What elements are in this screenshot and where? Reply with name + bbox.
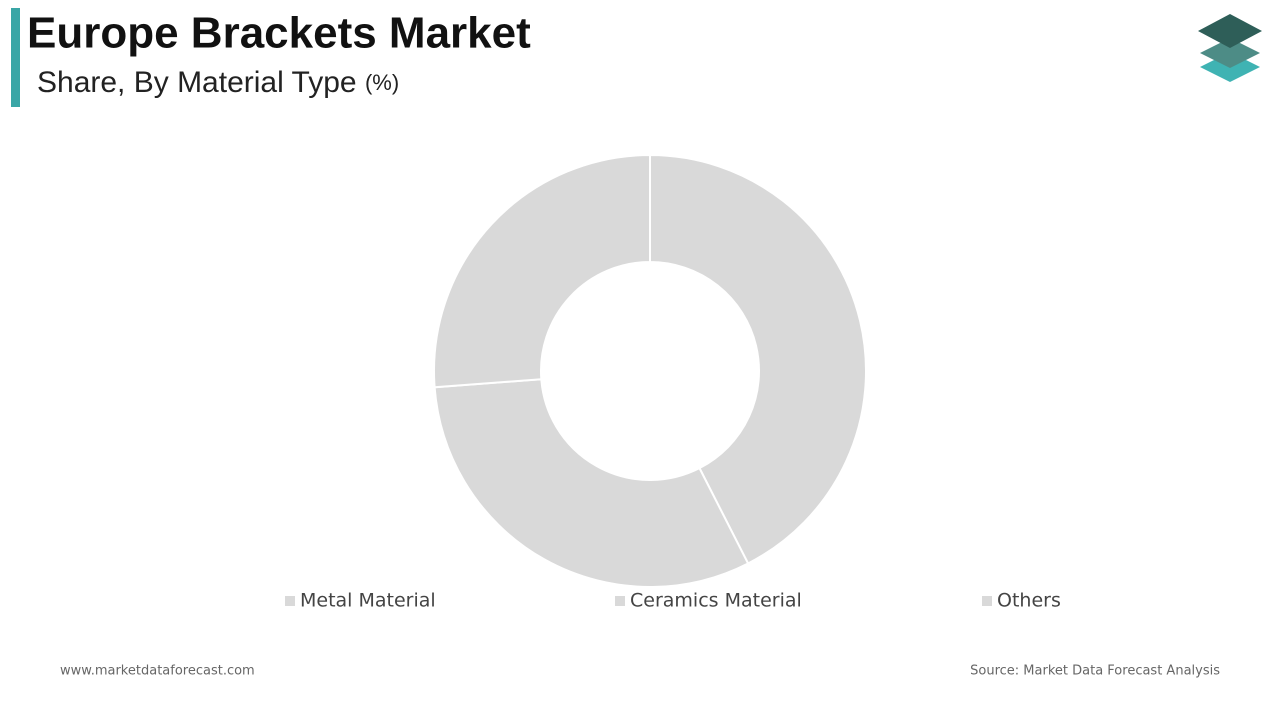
footer-source: Source: Market Data Forecast Analysis	[970, 664, 1220, 679]
donut-segment	[433, 378, 750, 588]
legend-label: Metal Material	[300, 590, 436, 612]
legend-marker	[982, 596, 992, 606]
donut-segment	[433, 153, 651, 389]
chart-subtitle: Share, By Material Type (%)	[37, 66, 399, 99]
title-accent	[11, 8, 20, 107]
legend-label: Others	[997, 590, 1061, 612]
logo	[1198, 14, 1262, 82]
donut	[433, 153, 867, 588]
donut-segment	[649, 153, 867, 565]
footer-website: www.marketdataforecast.com	[60, 664, 255, 679]
legend: Metal Material Ceramics Material Others	[285, 590, 1061, 612]
unit: (%)	[365, 70, 399, 95]
chart-title: Europe Brackets Market	[27, 9, 531, 58]
legend-marker	[615, 596, 625, 606]
subtitle-text: Share, By Material Type	[37, 66, 357, 99]
legend-marker	[285, 596, 295, 606]
legend-label: Ceramics Material	[630, 590, 802, 612]
